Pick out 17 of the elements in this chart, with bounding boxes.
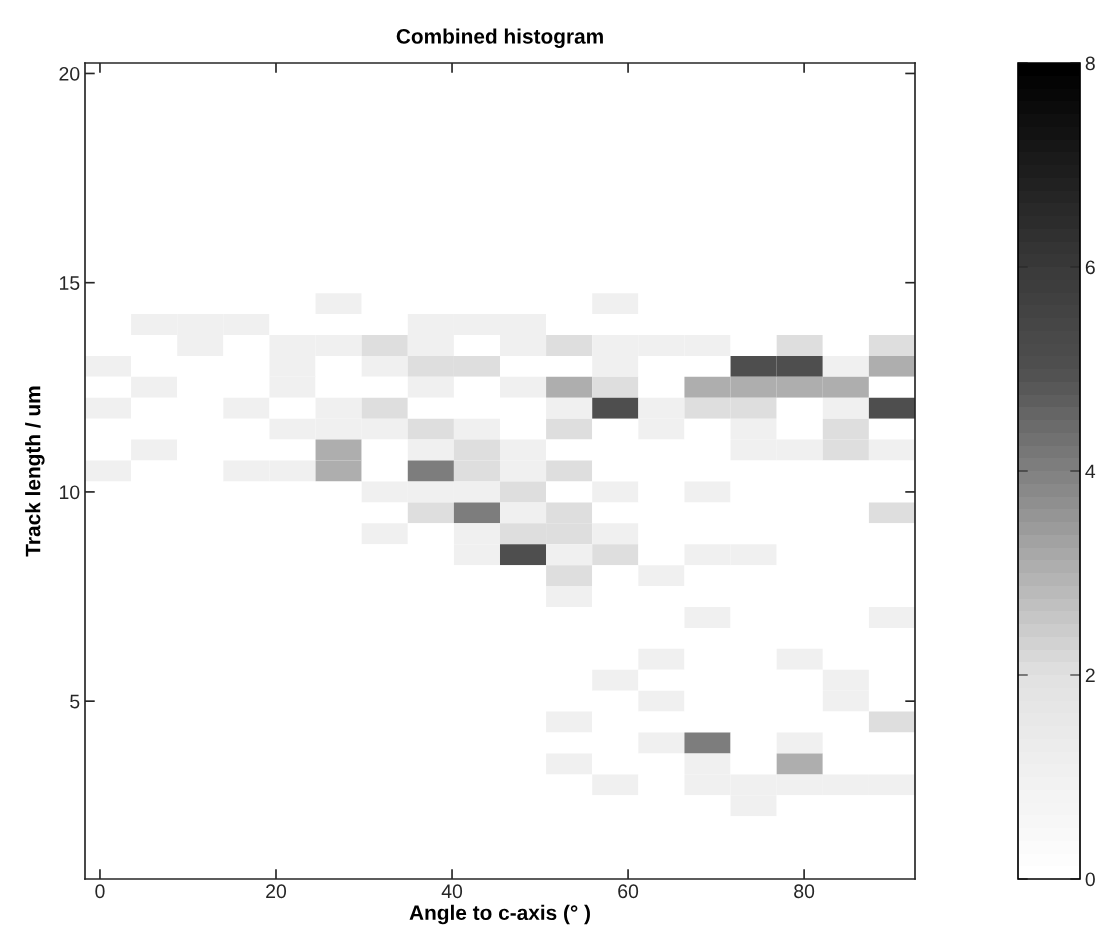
x-tick-label: 40 (441, 884, 463, 899)
x-tick-label: 80 (794, 884, 815, 899)
color-bar-label: 8 (1085, 56, 1095, 71)
x-tick-label: 60 (618, 884, 639, 899)
color-bar-label: 2 (1085, 668, 1095, 683)
x-axis-title: Angle to c-axis (° ) (409, 904, 590, 925)
y-tick-label: 15 (60, 276, 80, 290)
color-bar-label: 4 (1085, 464, 1096, 479)
x-tick-label: 20 (266, 884, 287, 899)
color-bar-label: 6 (1085, 260, 1095, 275)
y-tick-label: 5 (70, 694, 80, 709)
color-bar-label: 0 (1085, 872, 1095, 887)
x-tick-label: 0 (95, 884, 105, 899)
y-axis-title: Track length / um (25, 386, 45, 557)
chart-title: Combined histogram (396, 28, 603, 48)
y-tick-label: 10 (60, 485, 80, 500)
y-tick-label: 20 (59, 66, 80, 81)
